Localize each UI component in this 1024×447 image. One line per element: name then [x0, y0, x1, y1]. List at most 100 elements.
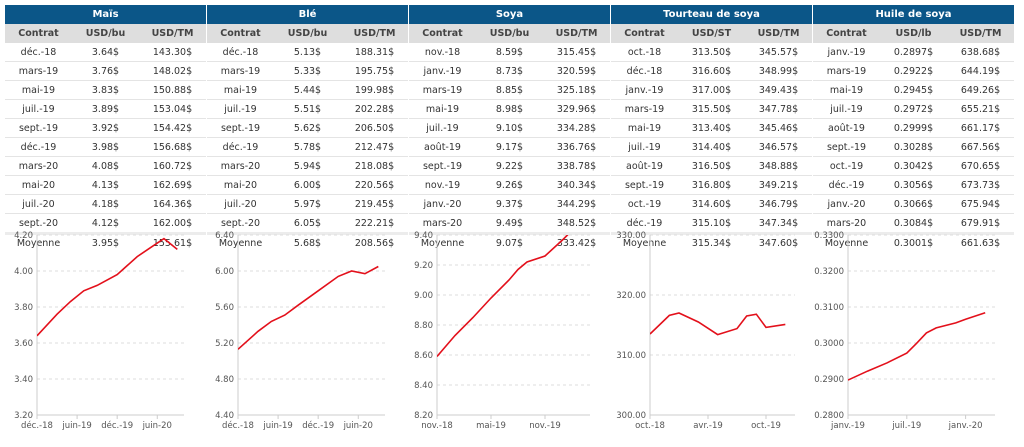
- table-cell: déc.-18: [5, 43, 72, 62]
- table-cell: 670.65$: [947, 156, 1014, 176]
- table-cell: 316.80$: [678, 175, 745, 195]
- y-tick-label: 9.00: [414, 291, 433, 301]
- x-tick-label: juil.-19: [891, 421, 921, 431]
- table-row: sept.-20 4.12$ 162.00$: [5, 213, 206, 234]
- table-row: sept.-19 0.3028$ 667.56$: [813, 137, 1014, 157]
- y-tick-label: 4.40: [215, 411, 234, 421]
- average-row: Moyenne 3.95$ 155.61$: [5, 232, 206, 251]
- average-row: Moyenne 5.68$ 208.56$: [207, 232, 408, 251]
- table-cell: 345.57$: [745, 43, 812, 62]
- table-cell: mai-19: [611, 118, 678, 138]
- table-row: mars-19 8.85$ 325.18$: [409, 80, 610, 100]
- table-cell: janv.-20: [409, 194, 476, 214]
- table-cell: août-19: [813, 118, 880, 138]
- average-cell: Moyenne: [409, 232, 476, 251]
- table-row: sept.-19 9.22$ 338.78$: [409, 156, 610, 176]
- table-cell: 334.28$: [543, 118, 610, 138]
- table-cell: 4.13$: [72, 175, 139, 195]
- table-cell: 347.78$: [745, 99, 812, 119]
- y-tick-label: 0.3200: [814, 267, 844, 277]
- table-row: juil.-19 314.40$ 346.57$: [611, 137, 812, 157]
- table-row: nov.-18 8.59$ 315.45$: [409, 43, 610, 62]
- price-table-0: Maïs Contrat USD/bu USD/TM déc.-18 3.64$ 143.3…: [5, 5, 206, 251]
- table-cell: 220.56$: [341, 175, 408, 195]
- table-cell: mai-19: [813, 80, 880, 100]
- table-row: mai-19 5.44$ 199.98$: [207, 80, 408, 100]
- table-cell: déc.-19: [5, 137, 72, 157]
- table-cell: 3.92$: [72, 118, 139, 138]
- column-header: USD/TM: [341, 24, 408, 43]
- y-tick-label: 0.3100: [814, 303, 844, 313]
- table-row: mars-19 0.2922$ 644.19$: [813, 61, 1014, 81]
- table-cell: mai-19: [207, 80, 274, 100]
- charts: 3.20 3.40 3.60 3.80 4.00 4.20 déc.-18 juin-19 dé…: [14, 231, 995, 431]
- table-row: déc.-19 0.3056$ 673.73$: [813, 175, 1014, 195]
- x-tick-label: oct.-18: [635, 421, 665, 431]
- x-tick-label: déc.-18: [21, 420, 53, 431]
- y-tick-label: 9.40: [414, 231, 433, 241]
- table-cell: juil.-20: [207, 194, 274, 214]
- table-cell: janv.-19: [813, 43, 880, 62]
- y-tick-label: 0.3000: [814, 339, 844, 349]
- table-cell: 153.04$: [139, 99, 206, 119]
- table-row: mars-19 3.76$ 148.02$: [5, 61, 206, 81]
- x-tick-label: déc.-19: [302, 420, 334, 431]
- table-cell: 5.78$: [274, 137, 341, 157]
- table-row: déc.-19 3.98$ 156.68$: [5, 137, 206, 157]
- table-cell: oct.-19: [813, 156, 880, 176]
- y-tick-label: 0.3300: [814, 231, 844, 241]
- table-title: Huile de soya: [813, 5, 1014, 24]
- table-cell: 313.40$: [678, 118, 745, 138]
- table-cell: 3.89$: [72, 99, 139, 119]
- table-cell: mars-19: [611, 99, 678, 119]
- table-row: juil.-20 5.97$ 219.45$: [207, 194, 408, 214]
- table-row: oct.-18 313.50$ 345.57$: [611, 43, 812, 62]
- price-table-4: Huile de soya Contrat USD/lb USD/TM janv.-19…: [813, 5, 1014, 251]
- table-row: mai-19 8.98$ 329.96$: [409, 99, 610, 119]
- table-cell: 9.26$: [476, 175, 543, 195]
- table-cell: déc.-19: [207, 137, 274, 157]
- table-cell: 5.33$: [274, 61, 341, 81]
- table-cell: mars-19: [207, 61, 274, 81]
- x-tick-label: mai-19: [476, 421, 506, 431]
- table-cell: 9.17$: [476, 137, 543, 157]
- table-row: déc.-18 316.60$ 348.99$: [611, 61, 812, 81]
- table-cell: 348.88$: [745, 156, 812, 176]
- table-row: janv.-20 0.3066$ 675.94$: [813, 194, 1014, 214]
- table-cell: 199.98$: [341, 80, 408, 100]
- price-table-2: Soya Contrat USD/bu USD/TM nov.-18 8.59$ 315.4…: [409, 5, 610, 251]
- column-header: Contrat: [611, 24, 678, 43]
- table-cell: mai-20: [207, 175, 274, 195]
- average-row: Moyenne 9.07$ 333.42$: [409, 232, 610, 251]
- table-cell: 0.3042$: [880, 156, 947, 176]
- table-cell: 349.21$: [745, 175, 812, 195]
- column-header: USD/TM: [745, 24, 812, 43]
- table-cell: 148.02$: [139, 61, 206, 81]
- table-cell: juil.-19: [5, 99, 72, 119]
- x-tick-label: déc.-19: [101, 420, 133, 431]
- table-cell: 4.08$: [72, 156, 139, 176]
- table-cell: 5.13$: [274, 43, 341, 62]
- table-cell: 164.36$: [139, 194, 206, 214]
- y-tick-label: 3.60: [14, 339, 33, 349]
- table-cell: 345.46$: [745, 118, 812, 138]
- column-header: Contrat: [409, 24, 476, 43]
- table-cell: sept.-19: [409, 156, 476, 176]
- table-cell: 5.51$: [274, 99, 341, 119]
- table-cell: janv.-19: [409, 61, 476, 81]
- table-cell: 344.29$: [543, 194, 610, 214]
- table-row: mai-19 313.40$ 345.46$: [611, 118, 812, 138]
- table-cell: 314.60$: [678, 194, 745, 214]
- table-cell: déc.-19: [813, 175, 880, 195]
- table-row: oct.-19 314.60$ 346.79$: [611, 194, 812, 214]
- table-cell: déc.-18: [611, 61, 678, 81]
- column-header: USD/TM: [139, 24, 206, 43]
- table-row: août-19 9.17$ 336.76$: [409, 137, 610, 157]
- column-header: Contrat: [5, 24, 72, 43]
- price-table-1: Blé Contrat USD/bu USD/TM déc.-18 5.13$ 188.31…: [207, 5, 408, 251]
- table-cell: 9.22$: [476, 156, 543, 176]
- table-cell: mai-20: [5, 175, 72, 195]
- table-cell: 8.98$: [476, 99, 543, 119]
- y-tick-label: 6.00: [215, 267, 234, 277]
- table-cell: oct.-18: [611, 43, 678, 62]
